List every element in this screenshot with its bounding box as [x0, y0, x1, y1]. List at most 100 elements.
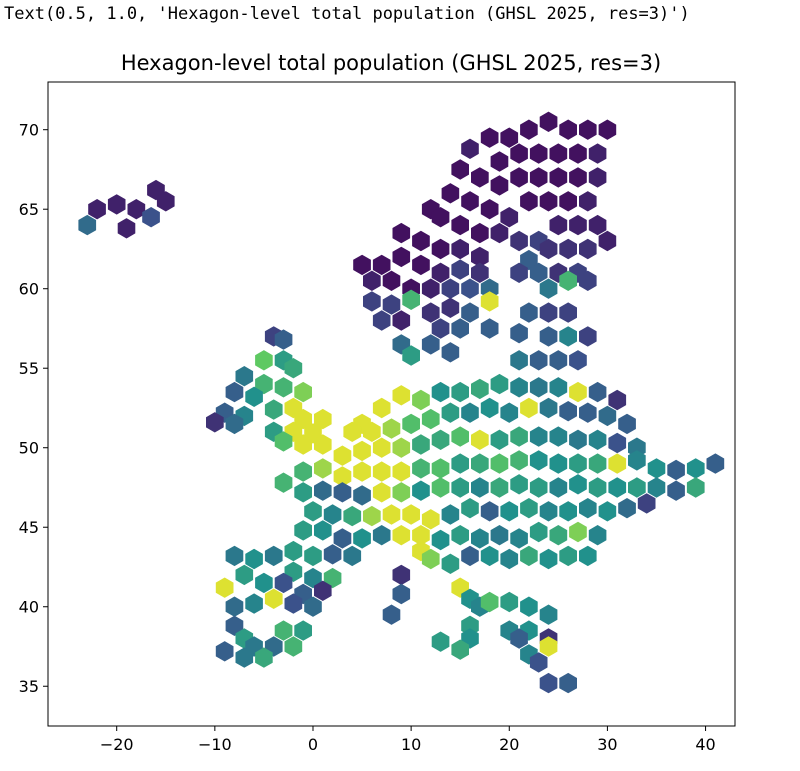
hexagon-cell [490, 222, 509, 244]
x-tick-label: 40 [695, 735, 715, 754]
hexagon-cell [372, 310, 391, 331]
hexagon-cell [520, 545, 538, 567]
hexagon-cell [559, 501, 577, 522]
hexagon-cell [402, 345, 420, 366]
hexagon-cell [598, 119, 617, 140]
hexagon-cell [471, 453, 489, 474]
hexagon-cell [559, 238, 577, 260]
hexagon-cell [618, 413, 636, 435]
hexagon-cell [392, 461, 411, 482]
hexagon-cell [294, 434, 312, 455]
hexagon-cell [264, 399, 283, 420]
hexagon-cell [314, 480, 332, 501]
hexagon-cell [529, 426, 548, 447]
hexagon-cell [382, 418, 401, 439]
hexagon-cell [480, 545, 499, 567]
hexagon-cell [686, 458, 705, 479]
hexagon-cell [333, 528, 352, 549]
hexagon-cell [510, 350, 528, 371]
hexagon-cell [372, 461, 391, 482]
hexagon-cell [647, 458, 666, 479]
hexagon-cell [421, 548, 440, 570]
hexagon-cell [588, 143, 607, 164]
chart-title: Hexagon-level total population (GHSL 202… [121, 51, 661, 75]
hexagon-cell [559, 191, 577, 212]
hexagon-cell [510, 528, 528, 549]
hexagon-cell [520, 249, 538, 271]
hexagon-cell [510, 323, 528, 344]
hexagon-cell [255, 647, 273, 668]
hexagon-cell [294, 461, 312, 482]
hexagon-cell [529, 350, 548, 371]
hexagon-cell [225, 381, 244, 403]
hexagon-cell [392, 564, 411, 586]
hexagon-cell [431, 631, 450, 652]
hexagon-cell [441, 183, 460, 204]
hexagon-cell [235, 366, 254, 387]
hexagon-cell [539, 636, 558, 657]
hexagon-cell [274, 431, 293, 452]
hexagon-cell [628, 477, 646, 498]
hexagon-cell [372, 482, 391, 503]
hexagon-cell [520, 191, 538, 212]
hexagon-cell [206, 412, 224, 433]
hexagon-cell [529, 167, 548, 188]
hexagon-cell [480, 591, 499, 613]
hexagon-cell [490, 175, 509, 196]
hexagon-cell [588, 477, 607, 498]
hexagon-cell [274, 472, 293, 493]
hexagon-cell [392, 525, 411, 546]
hexagon-cell [314, 580, 332, 601]
hexagon-cell [107, 194, 126, 215]
hexagon-cell [323, 504, 342, 525]
hexagon-cell [471, 222, 489, 244]
hexagon-cell [510, 167, 528, 188]
hexagon-cell [480, 318, 499, 339]
hexagon-cell [353, 528, 371, 549]
hexagon-cell [382, 294, 401, 315]
hexagon-cell [314, 408, 332, 430]
hexagon-cell [225, 545, 244, 567]
hexagon-cell [451, 259, 469, 280]
hexagon-cell [510, 628, 528, 649]
hexagon-cell [529, 450, 548, 471]
hexagon-cell [363, 270, 381, 291]
hexagon-cell [529, 652, 548, 673]
hexagon-cell [431, 429, 450, 450]
hexagon-cell [451, 477, 469, 498]
hexagon-cell [441, 342, 460, 363]
hexagon-cell [559, 270, 577, 291]
hexagon-cell [304, 501, 322, 522]
y-tick-label: 50 [19, 439, 39, 458]
x-tick-label: 30 [597, 735, 617, 754]
hexagon-cell [431, 207, 450, 228]
hexagon-cell [490, 373, 509, 395]
hexagon-cell [304, 567, 322, 589]
hexagon-cell [372, 254, 391, 276]
x-tick-label: −10 [198, 735, 232, 754]
hexagon-cell [402, 289, 420, 310]
hexagon-cell [363, 505, 381, 527]
y-tick-label: 35 [19, 677, 39, 696]
hexagon-cell [549, 453, 568, 474]
hexagon-cell [284, 636, 303, 657]
hexagon-cell [284, 358, 303, 379]
hexagon-cell [382, 504, 401, 525]
hexagon-cell [569, 474, 587, 495]
hexagon-cell [343, 545, 362, 567]
hexagon-cell [412, 230, 430, 252]
hexagon-cell [225, 615, 244, 636]
hexagon-cell [520, 498, 538, 519]
hexagon-cell [333, 466, 352, 487]
hexagon-cell [372, 437, 391, 458]
hexagon-cell [255, 572, 273, 594]
hexagon-cell [539, 302, 558, 323]
hexagon-cell [294, 520, 312, 541]
hexagon-cell [500, 207, 519, 228]
hexagon-cell [549, 167, 568, 188]
hexagon-cell [314, 520, 332, 541]
hexagon-cell [539, 111, 558, 132]
hexagon-cell [549, 377, 568, 398]
hexagon-cell [156, 191, 175, 212]
